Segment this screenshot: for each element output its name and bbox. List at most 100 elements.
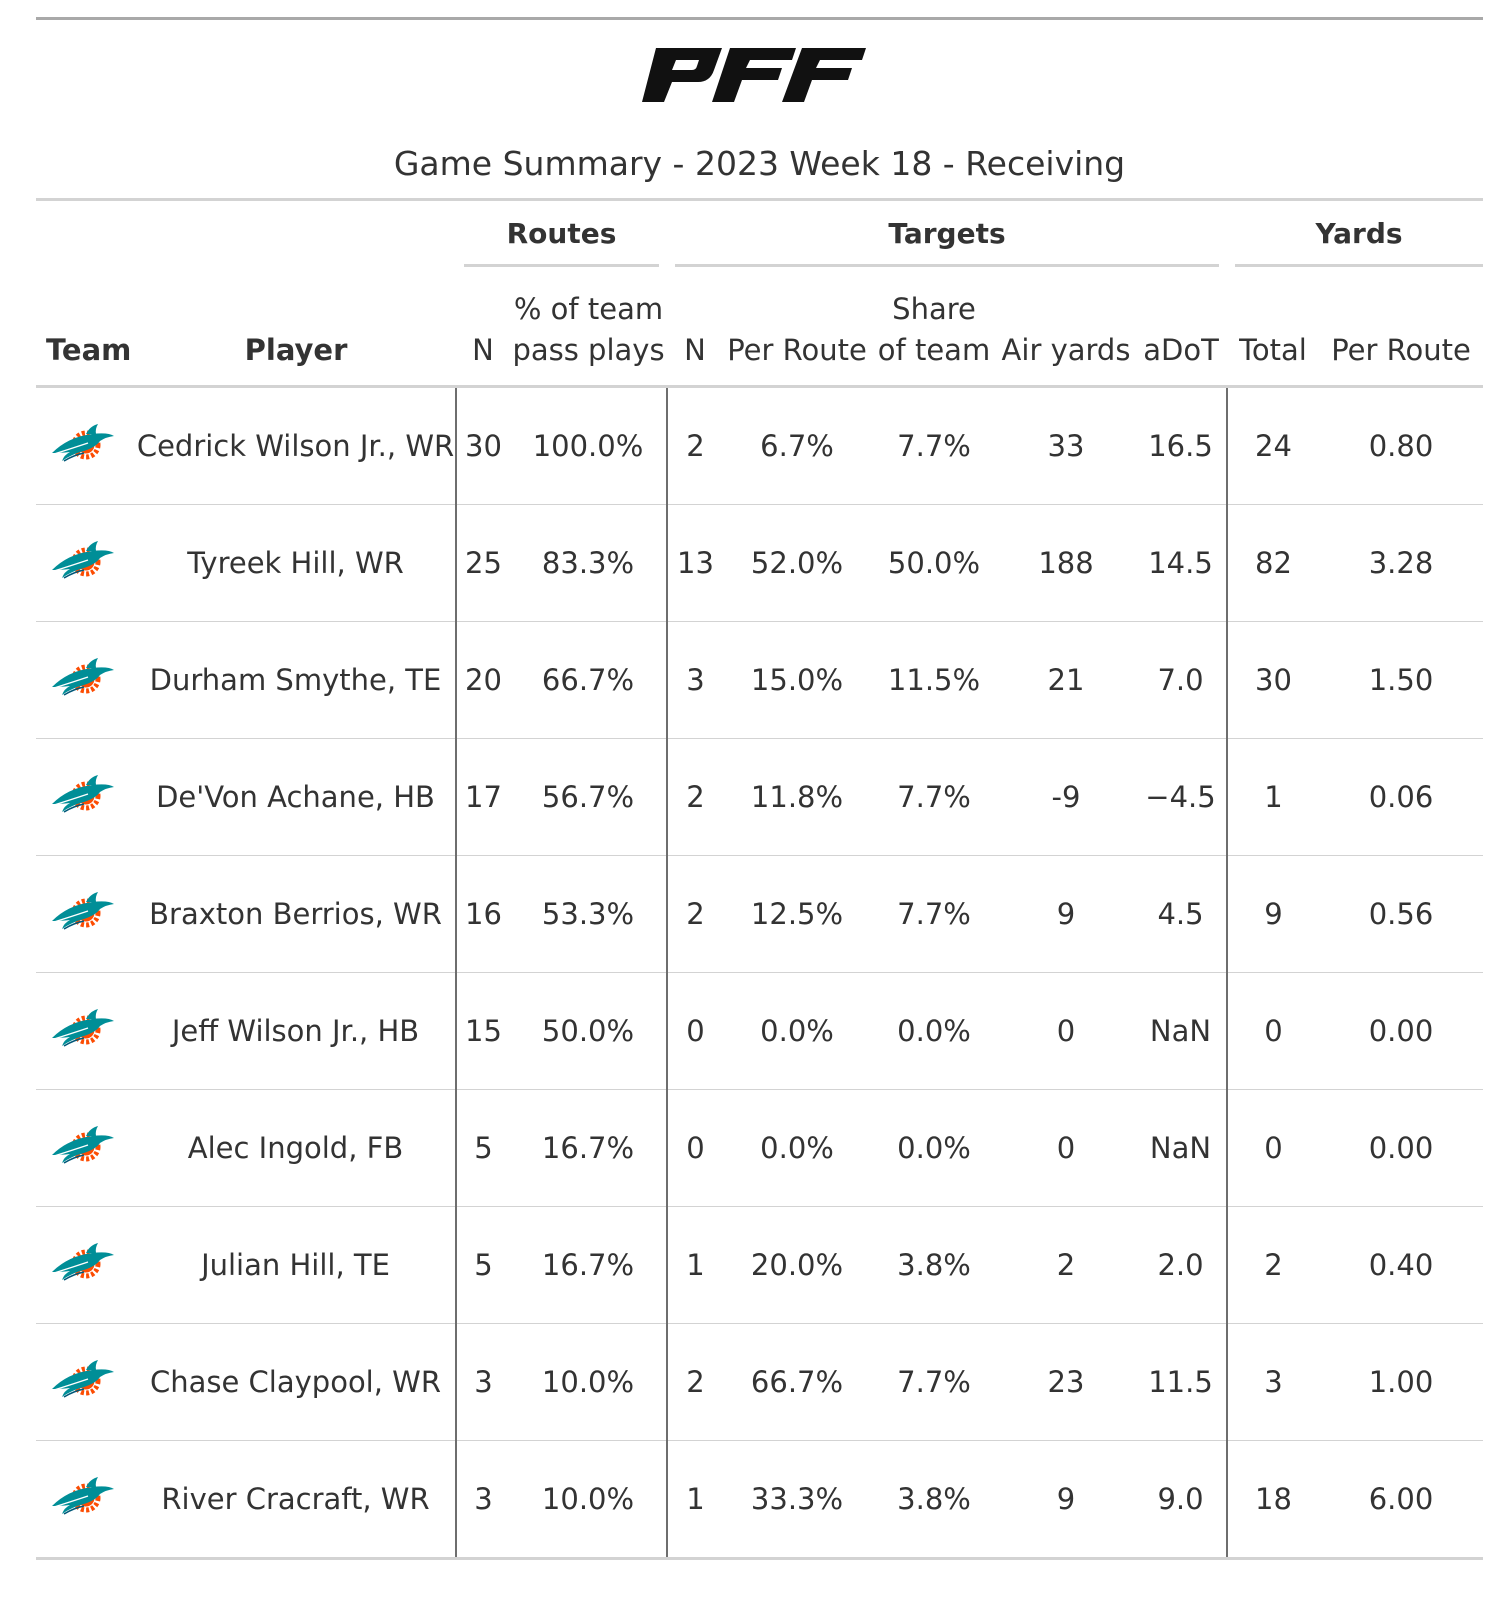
cell-routes-n: 3 <box>455 1323 510 1441</box>
pff-logo <box>642 48 866 102</box>
cell-yards-per-route: 0.06 <box>1319 738 1483 856</box>
cell-yards-total: 9 <box>1226 855 1319 973</box>
spanner-empty <box>36 200 456 268</box>
cell-routes-pct: 56.7% <box>510 738 667 856</box>
miami-dolphins-logo-icon <box>52 1243 114 1281</box>
cell-targets-per-route: 66.7% <box>723 1323 871 1441</box>
cell-adot: 16.5 <box>1135 386 1227 505</box>
cell-team <box>36 504 136 622</box>
col-routes-pct-line2: pass plays <box>512 333 665 367</box>
cell-targets-n: 0 <box>666 1089 723 1207</box>
spanner-targets-label: Targets <box>675 218 1219 267</box>
cell-player: Chase Claypool, WR <box>136 1323 456 1441</box>
cell-routes-n: 25 <box>455 504 510 622</box>
cell-targets-n: 0 <box>666 972 723 1090</box>
cell-adot: 4.5 <box>1135 855 1227 973</box>
cell-routes-n: 20 <box>455 621 510 739</box>
cell-yards-per-route: 3.28 <box>1319 504 1483 622</box>
cell-targets-per-route: 15.0% <box>723 621 871 739</box>
cell-adot: 9.0 <box>1157 1482 1204 1516</box>
cell-targets-per-route: 0.0% <box>723 1089 871 1207</box>
col-player: Player <box>136 267 456 388</box>
table-row: Tyreek Hill, WR 25 83.3% 13 52.0% 50.0% 188 14.… <box>36 504 1483 622</box>
miami-dolphins-logo-icon <box>52 775 114 813</box>
cell-air-yards: 188 <box>997 504 1135 622</box>
cell-player: Jeff Wilson Jr., HB <box>136 972 456 1090</box>
cell-adot: 7.0 <box>1135 621 1227 739</box>
cell-routes-n: 30 <box>455 386 510 505</box>
cell-share: 50.0% <box>871 504 997 622</box>
cell-adot: 14.5 <box>1135 504 1227 622</box>
table-row: Durham Smythe, TE 20 66.7% 3 15.0% 11.5% 21 7.0… <box>36 621 1483 739</box>
cell-air-yards: 0 <box>997 972 1135 1090</box>
cell-share: 11.5% <box>871 621 997 739</box>
table-row: Alec Ingold, FB 5 16.7% 0 0.0% 0.0% 0 NaN 0 0.00 <box>36 1089 1483 1207</box>
cell-yards-per-route: 1.00 <box>1319 1323 1483 1441</box>
cell-yards-total: 0 <box>1226 1089 1319 1207</box>
col-routes-pct: % of team pass plays <box>510 267 667 388</box>
miami-dolphins-logo-icon <box>52 1477 114 1515</box>
cell-player: Durham Smythe, TE <box>136 621 456 739</box>
cell-yards-total: 3 <box>1226 1323 1319 1441</box>
cell-targets-n: 3 <box>666 621 723 739</box>
col-routes-pct-line1: % of team <box>513 292 664 326</box>
cell-targets-n: 2 <box>666 1323 723 1441</box>
miami-dolphins-logo-icon <box>52 1360 114 1398</box>
cell-player: River Cracraft, WR <box>161 1482 430 1516</box>
cell-routes-pct: 10.0% <box>541 1482 635 1516</box>
cell-team <box>36 972 136 1090</box>
cell-share: 7.7% <box>871 1323 997 1441</box>
cell-routes-n: 5 <box>455 1089 510 1207</box>
cell-routes-pct: 50.0% <box>510 972 667 1090</box>
cell-routes-pct: 10.0% <box>510 1323 667 1441</box>
receiving-table: Routes Targets Yards Team Player N % of … <box>36 198 1483 1560</box>
cell-player: De'Von Achane, HB <box>136 738 456 856</box>
cell-routes-pct: 16.7% <box>510 1206 667 1324</box>
cell-yards-total: 0 <box>1226 972 1319 1090</box>
col-targets-n: N <box>667 267 723 388</box>
miami-dolphins-logo-icon <box>52 658 114 696</box>
cell-air-yards: 21 <box>997 621 1135 739</box>
table-row: Cedrick Wilson Jr., WR 30 100.0% 2 6.7% 7.7% 3… <box>36 386 1483 505</box>
col-yards-per-route: Per Route <box>1319 267 1483 388</box>
cell-team <box>36 1206 136 1324</box>
cell-share: 7.7% <box>871 855 997 973</box>
cell-share: 3.8% <box>871 1206 997 1324</box>
cell-targets-n: 1 <box>666 1206 723 1324</box>
spanner-targets: Targets <box>667 200 1227 267</box>
cell-team <box>36 1323 136 1441</box>
cell-player: Braxton Berrios, WR <box>136 855 456 973</box>
cell-share: 0.0% <box>871 972 997 1090</box>
cell-yards-per-route: 0.00 <box>1319 972 1483 1090</box>
cell-adot: 11.5 <box>1135 1323 1227 1441</box>
col-share-line2: of team <box>877 333 991 367</box>
cell-yards-total: 2 <box>1226 1206 1319 1324</box>
cell-yards-total: 82 <box>1226 504 1319 622</box>
table-row: De'Von Achane, HB 17 56.7% 2 11.8% 7.7% -9 −4.5… <box>36 738 1483 856</box>
cell-team <box>36 1089 136 1207</box>
col-air-yards: Air yards <box>997 267 1135 388</box>
cell-routes-pct: 53.3% <box>510 855 667 973</box>
cell-share: 7.7% <box>871 738 997 856</box>
cell-routes-n: 5 <box>455 1206 510 1324</box>
spanner-yards: Yards <box>1227 200 1483 267</box>
col-targets-per-route: Per Route <box>723 267 871 388</box>
cell-routes-n: 17 <box>455 738 510 856</box>
cell-player: Tyreek Hill, WR <box>136 504 456 622</box>
cell-yards-total: 24 <box>1226 386 1319 505</box>
miami-dolphins-logo-icon <box>52 1009 114 1047</box>
cell-routes-pct: 16.7% <box>510 1089 667 1207</box>
cell-routes-n: 15 <box>455 972 510 1090</box>
cell-yards-total: 18 <box>1226 1440 1319 1559</box>
cell-adot: 2.0 <box>1135 1206 1227 1324</box>
cell-air-yards: 0 <box>997 1089 1135 1207</box>
cell-yards-total: 30 <box>1226 621 1319 739</box>
cell-targets-per-route: 52.0% <box>723 504 871 622</box>
miami-dolphins-logo-icon <box>52 892 114 930</box>
cell-routes-n: 16 <box>455 855 510 973</box>
cell-air-yards: 9 <box>997 855 1135 973</box>
cell-air-yards: 33 <box>997 386 1135 505</box>
cell-targets-per-route: 0.0% <box>723 972 871 1090</box>
cell-player: Alec Ingold, FB <box>136 1089 456 1207</box>
cell-adot: NaN <box>1135 972 1227 1090</box>
